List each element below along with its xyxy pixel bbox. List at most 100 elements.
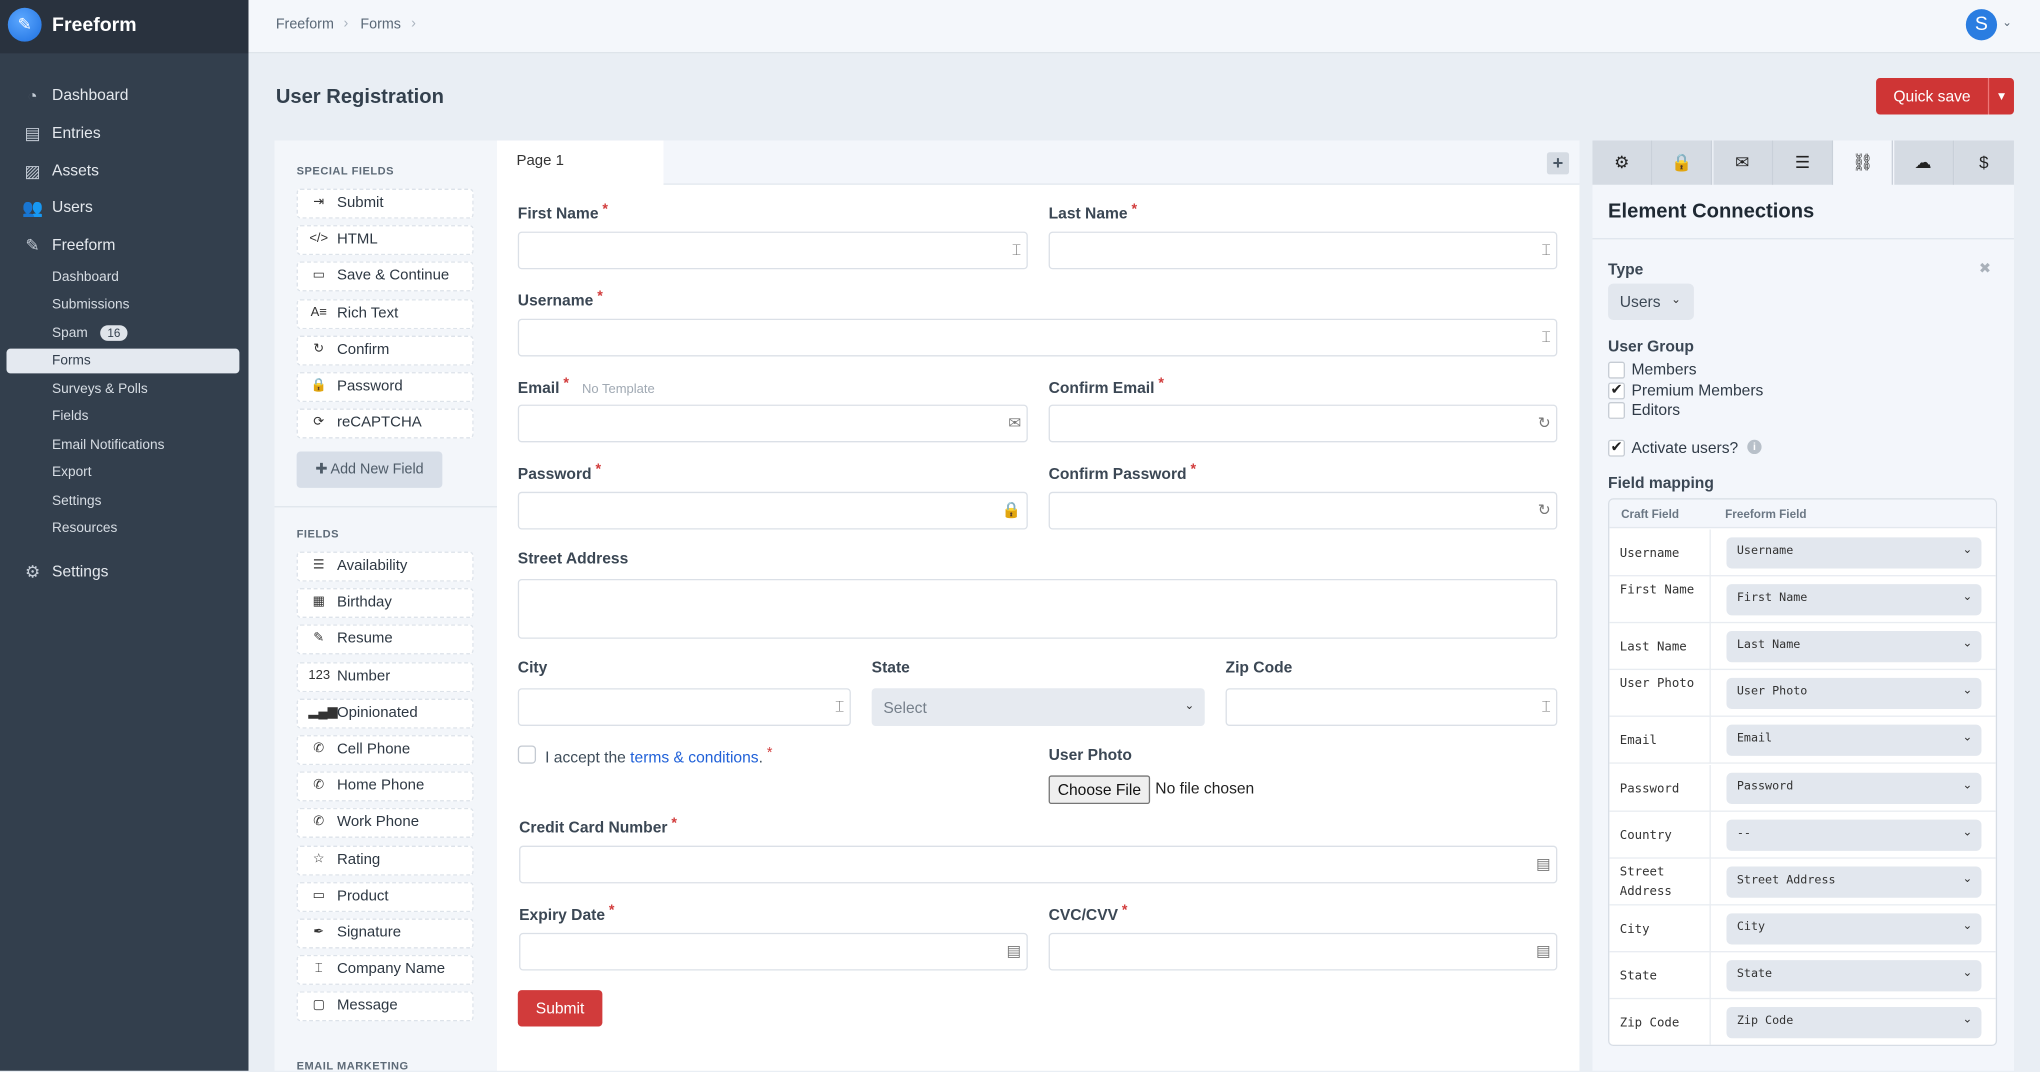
palette-item-message[interactable]: ▢ Message bbox=[296, 991, 474, 1022]
confirm-password-input[interactable]: ↻ bbox=[1048, 491, 1558, 530]
palette-item-password[interactable]: 🔒 Password bbox=[296, 372, 474, 403]
freeform-logo-icon[interactable]: ✎ bbox=[7, 7, 42, 42]
subnav-item-resources[interactable]: Resources bbox=[52, 520, 118, 537]
craft-field-header: Craft Field bbox=[1621, 507, 1679, 521]
breadcrumb-freeform[interactable]: Freeform bbox=[275, 16, 334, 33]
palette-item-opinionated[interactable]: ▂▄▆ Opinionated bbox=[296, 698, 474, 729]
freeform-field-select[interactable]: State ⌄ bbox=[1726, 960, 1982, 992]
city-input[interactable]: ⌶ bbox=[517, 688, 851, 726]
last-name-input[interactable]: ⌶ bbox=[1048, 231, 1558, 270]
palette-item-submit[interactable]: ⇥ Submit bbox=[296, 188, 474, 219]
palette-item-save-continue[interactable]: ▭ Save & Continue bbox=[296, 262, 474, 292]
type-select[interactable]: Users ⌄ bbox=[1608, 283, 1694, 321]
select-value: City bbox=[1736, 920, 1766, 934]
username-input[interactable]: ⌶ bbox=[517, 318, 1558, 357]
palette-item-recaptcha[interactable]: ⟳ reCAPTCHA bbox=[296, 408, 474, 439]
state-label: State bbox=[871, 658, 910, 677]
group-checkbox-premium-members[interactable]: ✔ bbox=[1608, 381, 1625, 399]
credit-card-input[interactable]: ▤ bbox=[519, 845, 1558, 884]
terms-link[interactable]: terms & conditions bbox=[630, 748, 759, 767]
group-checkbox-editors[interactable] bbox=[1608, 402, 1625, 419]
palette-item-confirm[interactable]: ↻ Confirm bbox=[296, 335, 474, 366]
tab-list[interactable]: ☰ bbox=[1773, 140, 1833, 185]
subnav-item-forms[interactable]: Forms bbox=[52, 352, 91, 369]
palette-item-label: Product bbox=[336, 888, 389, 904]
freeform-field-select[interactable]: Street Address ⌄ bbox=[1726, 866, 1982, 898]
palette-item-html[interactable]: </> HTML bbox=[296, 225, 474, 256]
subnav-item-fields[interactable]: Fields bbox=[52, 408, 89, 425]
city-label: City bbox=[517, 658, 548, 677]
palette-item-rating[interactable]: ☆ Rating bbox=[296, 845, 474, 876]
add-new-field-button[interactable]: ✚ Add New Field bbox=[296, 451, 443, 488]
terms-checkbox[interactable] bbox=[517, 745, 537, 764]
subnav-item-settings[interactable]: Settings bbox=[52, 493, 102, 509]
palette-item-label: Submit bbox=[336, 195, 384, 211]
bar-chart-icon: ▂▄▆ bbox=[308, 704, 338, 720]
credit-card-icon: ▤ bbox=[1536, 854, 1551, 873]
palette-item-home-phone[interactable]: ✆ Home Phone bbox=[296, 771, 474, 802]
submit-button[interactable]: Submit bbox=[517, 990, 603, 1027]
chevron-right-icon: › bbox=[411, 15, 416, 32]
breadcrumb-forms[interactable]: Forms bbox=[360, 16, 401, 33]
freeform-field-select[interactable]: User Photo ⌄ bbox=[1726, 678, 1982, 710]
palette-item-birthday[interactable]: ▦ Birthday bbox=[296, 588, 474, 619]
chevron-down-icon[interactable]: ⌄ bbox=[2002, 15, 2013, 29]
palette-item-cell-phone[interactable]: ✆ Cell Phone bbox=[296, 735, 474, 765]
subnav-item-export[interactable]: Export bbox=[52, 464, 92, 481]
first-name-input[interactable]: ⌶ bbox=[517, 231, 1028, 270]
palette-item-company-name[interactable]: ⌶ Company Name bbox=[296, 955, 474, 986]
tab-cloud-upload[interactable]: ☁ bbox=[1893, 140, 1954, 185]
palette-item-label: Availability bbox=[336, 558, 408, 574]
activate-users-checkbox[interactable]: ✔ bbox=[1608, 439, 1625, 457]
choose-file-button[interactable]: Choose File bbox=[1048, 775, 1151, 805]
palette-item-number[interactable]: 123 Number bbox=[296, 661, 474, 692]
tab-settings[interactable]: ⚙ bbox=[1592, 140, 1653, 185]
sidebar-header: ✎ Freeform bbox=[0, 0, 249, 54]
state-select[interactable]: Select ⌄ bbox=[871, 688, 1205, 726]
select-value: First Name bbox=[1736, 592, 1808, 606]
confirm-email-input[interactable]: ↻ bbox=[1048, 404, 1558, 443]
palette-item-rich-text[interactable]: A≡ Rich Text bbox=[296, 298, 474, 329]
quick-save-button[interactable]: Quick save bbox=[1876, 78, 1988, 115]
email-input[interactable]: ✉ bbox=[517, 404, 1028, 443]
tab-email[interactable]: ✉ bbox=[1712, 140, 1773, 185]
freeform-field-select[interactable]: -- ⌄ bbox=[1726, 819, 1982, 851]
palette-item-resume[interactable]: ✎ Resume bbox=[296, 624, 474, 655]
chevron-down-icon: ⌄ bbox=[1962, 966, 1973, 980]
expiry-date-input[interactable]: ▤ bbox=[519, 932, 1028, 971]
add-page-button[interactable]: + bbox=[1546, 152, 1570, 175]
close-icon[interactable]: ✖ bbox=[1978, 261, 1991, 278]
password-input[interactable]: 🔒 bbox=[517, 491, 1028, 530]
freeform-field-select[interactable]: First Name ⌄ bbox=[1726, 584, 1982, 616]
tab-link[interactable]: ⛓ bbox=[1833, 140, 1894, 185]
freeform-field-select[interactable]: Email ⌄ bbox=[1726, 725, 1982, 757]
brand-name[interactable]: Freeform bbox=[52, 14, 137, 37]
street-address-textarea[interactable] bbox=[517, 578, 1558, 639]
palette-item-availability[interactable]: ☰ Availability bbox=[296, 551, 474, 582]
subnav-item-dashboard[interactable]: Dashboard bbox=[52, 269, 119, 285]
freeform-field-select[interactable]: Password ⌄ bbox=[1726, 772, 1982, 804]
palette-item-work-phone[interactable]: ✆ Work Phone bbox=[296, 808, 474, 839]
group-checkbox-members[interactable] bbox=[1608, 361, 1625, 379]
save-options-dropdown[interactable]: ▼ bbox=[1987, 78, 2014, 115]
palette-item-signature[interactable]: ✒ Signature bbox=[296, 918, 474, 949]
info-icon[interactable]: i bbox=[1747, 439, 1762, 455]
freeform-field-select[interactable]: Username ⌄ bbox=[1726, 537, 1982, 569]
tab-page-1[interactable]: Page 1 bbox=[496, 140, 664, 187]
subnav-item-surveys-polls[interactable]: Surveys & Polls bbox=[52, 381, 148, 397]
settings-panel: ⚙ 🔒 ✉ ☰ ⛓ ☁ $ Element Connections Type ✖ Users… bbox=[1592, 140, 2014, 1071]
palette-item-product[interactable]: ▭ Product bbox=[296, 881, 474, 912]
cvc-input[interactable]: ▤ bbox=[1048, 932, 1558, 971]
freeform-field-select[interactable]: Last Name ⌄ bbox=[1726, 631, 1982, 663]
subnav-item-email-notifications[interactable]: Email Notifications bbox=[52, 437, 165, 453]
user-avatar[interactable]: S bbox=[1965, 9, 1998, 41]
subnav-item-spam[interactable]: Spam bbox=[52, 325, 88, 341]
tab-lock[interactable]: 🔒 bbox=[1652, 140, 1713, 185]
freeform-field-select[interactable]: Zip Code ⌄ bbox=[1726, 1006, 1982, 1039]
tab-dollar[interactable]: $ bbox=[1953, 140, 2014, 185]
freeform-field-select[interactable]: City ⌄ bbox=[1726, 913, 1982, 945]
craft-field-name: Street Address bbox=[1619, 864, 1672, 899]
subnav-item-submissions[interactable]: Submissions bbox=[52, 296, 130, 313]
dollar-icon: $ bbox=[1979, 152, 1989, 172]
zip-code-input[interactable]: ⌶ bbox=[1225, 688, 1558, 726]
